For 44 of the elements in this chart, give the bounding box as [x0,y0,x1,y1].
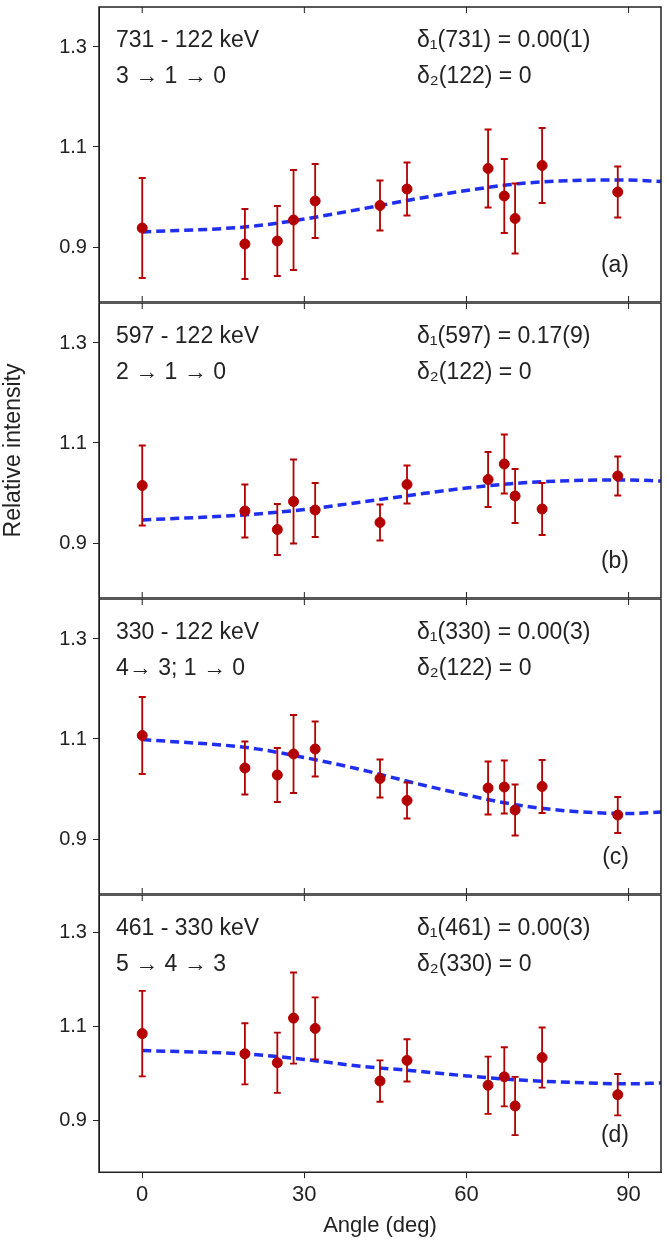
annotation: δ₁(597) = 0.17(9) [417,322,591,348]
x-tick-label: 0 [136,1181,149,1207]
annotation: (a) [600,251,629,277]
x-axis-title: Angle (deg) [323,1211,437,1237]
annotation: 731 - 122 keV [116,26,260,52]
annotation: δ₂(122) = 0 [417,358,532,384]
annotation: δ₂(122) = 0 [417,654,532,680]
line-series [140,478,661,522]
annotation: δ₁(330) = 0.00(3) [417,618,591,644]
annotation: 3 → 1 → 0 [116,62,226,88]
annotation: δ₂(122) = 0 [417,62,532,88]
annotation: 2 → 1 → 0 [116,358,226,384]
y-tick-label: 1.3 [59,626,87,649]
y-tick-label: 0.9 [59,826,87,849]
y-tick-label: 0.9 [59,234,87,257]
y-axis-title: Relative intensity [0,363,26,538]
annotation: 597 - 122 keV [116,322,260,348]
y-tick-label: 0.9 [59,530,87,553]
annotation: 461 - 330 keV [116,914,260,940]
point [288,496,300,507]
annotation: (b) [600,547,629,573]
annotation: 5 → 4 → 3 [116,950,226,976]
annotation: 330 - 122 keV [116,618,260,644]
y-tick-label: 1.1 [59,726,87,749]
y-tick-label: 1.3 [59,330,87,353]
annotation: δ₁(461) = 0.00(3) [417,914,591,940]
x-tick-label: 30 [292,1181,317,1207]
y-tick-label: 1.1 [59,134,87,157]
y-tick-label: 1.1 [59,1014,87,1037]
x-tick-label: 60 [454,1181,479,1207]
annotation: (d) [600,1121,629,1148]
x-tick-label: 90 [616,1181,641,1207]
y-tick-label: 1.1 [59,430,87,453]
y-tick-label: 1.3 [59,34,87,57]
point [288,748,300,760]
annotation: δ₁(731) = 0.00(1) [417,26,591,52]
point [288,1012,300,1024]
point [288,214,300,226]
line-series [140,1048,661,1086]
y-tick-label: 0.9 [59,1108,87,1131]
annotation: (c) [602,843,629,869]
y-tick-label: 1.3 [59,920,87,943]
annotation: δ₂(330) = 0 [417,950,532,976]
annotation: 4→ 3; 1 → 0 [116,654,246,680]
